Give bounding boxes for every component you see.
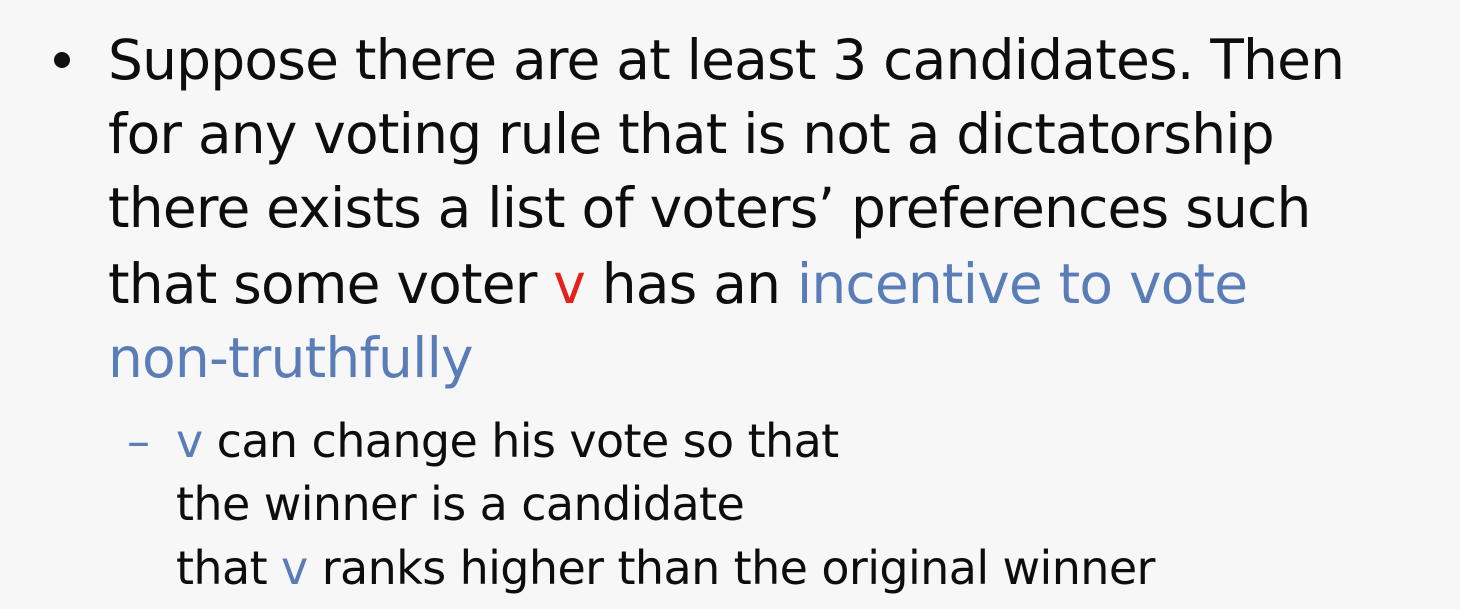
voter-v-red: v <box>553 252 586 316</box>
sub-bullet-line-3-text-b: ranks higher than the original winner <box>307 541 1156 595</box>
voter-v-blue-1: v <box>176 414 203 468</box>
sub-bullet-line-1: v can change his vote so that <box>176 414 839 468</box>
sub-bullet-dash: – <box>127 414 150 468</box>
sub-bullet-line-1-text: can change his vote so that <box>202 414 840 468</box>
bullet-line-2: for any voting rule that is not a dictat… <box>108 102 1275 166</box>
bullet-line-5: non-truthfully <box>108 326 474 390</box>
voter-v-blue-2: v <box>281 541 308 595</box>
bullet-line-3: there exists a list of voters’ preferenc… <box>108 176 1311 240</box>
sub-bullet-line-3-text-a: that <box>176 541 282 595</box>
bullet-line-4-text-b: has an <box>585 252 797 316</box>
bullet-line-4: that some voter v has an incentive to vo… <box>108 252 1248 316</box>
incentive-phrase: incentive to vote <box>796 252 1248 316</box>
bullet-line-1: Suppose there are at least 3 candidates.… <box>108 28 1345 92</box>
sub-bullet-line-2: the winner is a candidate <box>176 477 745 531</box>
bullet-dot <box>54 52 70 68</box>
sub-bullet-line-3: that v ranks higher than the original wi… <box>176 541 1155 595</box>
bullet-line-4-text-a: that some voter <box>108 252 554 316</box>
